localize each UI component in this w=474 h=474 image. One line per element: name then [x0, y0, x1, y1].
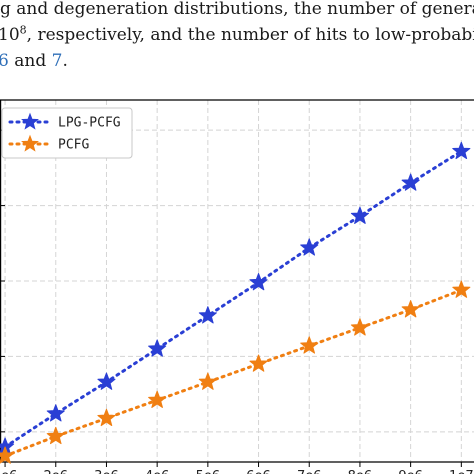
data-point-pcfg-3	[97, 408, 116, 427]
data-point-pcfg-10	[452, 280, 471, 298]
data-point-lpg-pcfg-5	[198, 306, 217, 324]
axis-layer: 1e6 2e6 3e6 4e6 5e6 6e6 7e6 8e6 9e6 1e7	[0, 99, 474, 474]
legend: LPG-PCFG PCFG	[1, 107, 133, 159]
data-point-lpg-pcfg-9	[401, 173, 420, 191]
data-point-lpg-pcfg-10	[452, 141, 471, 160]
x-tick-label-2: 2e6	[43, 469, 68, 474]
x-tick-label-4: 4e6	[145, 469, 170, 474]
data-point-lpg-pcfg-8	[350, 206, 369, 224]
caption-line-2: 108, respectively, and the number of hit…	[0, 23, 474, 45]
data-point-pcfg-5	[198, 372, 217, 390]
legend-label-lpg-pcfg: LPG-PCFG	[58, 116, 121, 131]
data-point-pcfg-1	[0, 446, 15, 464]
x-tick-label-5: 5e6	[196, 469, 221, 474]
data-point-pcfg-9	[401, 300, 420, 318]
data-point-pcfg-8	[350, 318, 369, 336]
legend-marker-lpg-pcfg	[21, 112, 39, 130]
x-tick-label-1: 1e6	[0, 469, 17, 474]
data-point-lpg-pcfg-2	[46, 404, 65, 422]
series-layer	[0, 141, 471, 464]
figure-ref-7[interactable]: 7	[51, 51, 63, 71]
x-tick-label-6: 6e6	[246, 469, 271, 474]
data-point-lpg-pcfg-7	[300, 238, 319, 256]
data-point-lpg-pcfg-4	[148, 339, 167, 357]
x-tick-label-8: 8e6	[348, 469, 373, 474]
figure-ref-6[interactable]: 6	[0, 51, 9, 71]
data-point-pcfg-7	[300, 336, 319, 354]
grid-layer	[0, 100, 474, 462]
series-line-pcfg	[3, 288, 463, 458]
data-point-pcfg-6	[249, 354, 268, 372]
data-point-pcfg-4	[148, 390, 167, 408]
data-point-pcfg-2	[46, 426, 65, 445]
series-line-lpg-pcfg	[3, 149, 463, 449]
legend-marker-pcfg	[21, 134, 39, 152]
caption-line-1: g and degeneration distributions, the nu…	[0, 0, 474, 19]
x-tick-label-3: 3e6	[94, 469, 119, 474]
x-tick-label-7: 7e6	[297, 469, 322, 474]
x-tick-label-9: 9e6	[398, 469, 423, 474]
caption-line-3: 6 and 7.	[0, 51, 68, 71]
data-point-lpg-pcfg-3	[97, 372, 116, 390]
data-point-lpg-pcfg-6	[249, 273, 268, 291]
x-tick-label-10: 1e7	[449, 469, 474, 474]
legend-label-pcfg: PCFG	[58, 138, 89, 153]
